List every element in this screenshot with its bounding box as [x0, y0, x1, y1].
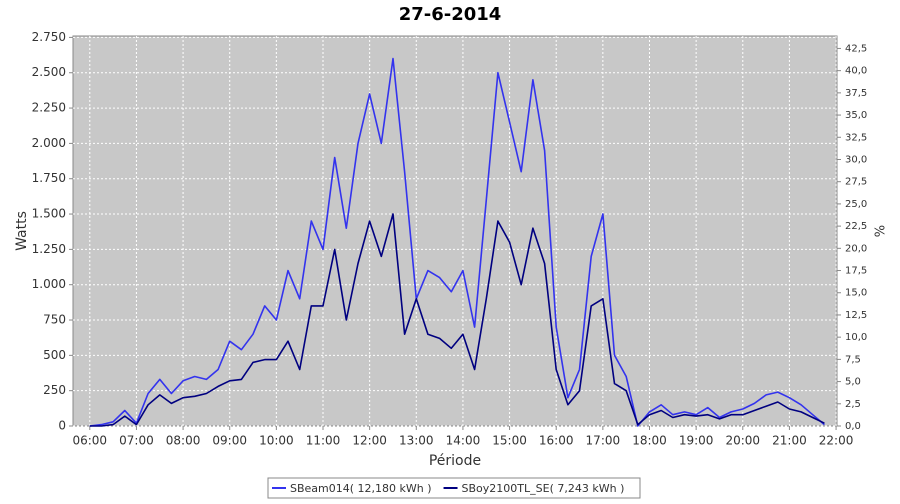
- plot-area: [72, 35, 838, 427]
- y2-tick-label: 35,0: [845, 110, 867, 121]
- y2-tick-label: 7,5: [845, 354, 861, 365]
- y2-tick-label: 42,5: [845, 43, 867, 54]
- y-tick-label: 500: [43, 348, 66, 362]
- x-tick-label: 20:00: [725, 434, 760, 448]
- legend-label: SBoy2100TL_SE( 7,243 kWh ): [462, 482, 625, 495]
- x-tick-label: 08:00: [166, 434, 201, 448]
- y2-tick-label: 5,0: [845, 377, 861, 388]
- x-axis-label: Période: [429, 453, 481, 469]
- y2-tick-label: 37,5: [845, 88, 867, 99]
- y2-tick-label: 32,5: [845, 132, 867, 143]
- legend-label: SBeam014( 12,180 kWh ): [290, 482, 432, 495]
- y2-tick-label: 25,0: [845, 199, 867, 210]
- y2-tick-label: 27,5: [845, 177, 867, 188]
- y-tick-label: 2.250: [32, 101, 66, 115]
- x-tick-label: 06:00: [72, 434, 107, 448]
- y2-tick-label: 0,0: [845, 421, 861, 432]
- y-tick-label: 2.750: [32, 30, 66, 44]
- y2-tick-label: 15,0: [845, 288, 867, 299]
- y-tick-label: 250: [43, 383, 66, 397]
- x-tick-label: 12:00: [352, 434, 387, 448]
- x-tick-label: 21:00: [772, 434, 807, 448]
- y2-tick-label: 2,5: [845, 399, 861, 410]
- x-tick-label: 14:00: [446, 434, 481, 448]
- chart-title: 27-6-2014: [399, 4, 502, 25]
- y-tick-label: 750: [43, 313, 66, 327]
- y2-tick-label: 17,5: [845, 266, 867, 277]
- y2-tick-label: 30,0: [845, 154, 867, 165]
- x-tick-label: 16:00: [539, 434, 574, 448]
- y-tick-label: 2.000: [32, 136, 66, 150]
- y-tick-label: 1.000: [32, 277, 66, 291]
- y-tick-label: 0: [58, 419, 66, 433]
- y2-axis-label: %: [874, 225, 889, 237]
- y-axis-label: Watts: [14, 211, 30, 251]
- x-tick-label: 19:00: [679, 434, 714, 448]
- series-line: [89, 213, 825, 427]
- x-tick-label: 15:00: [492, 434, 527, 448]
- series-line: [89, 57, 825, 427]
- y-tick-label: 1.750: [32, 171, 66, 185]
- x-tick-label: 18:00: [632, 434, 667, 448]
- y-tick-label: 2.500: [32, 65, 66, 79]
- x-tick-label: 11:00: [306, 434, 341, 448]
- x-tick-label: 09:00: [212, 434, 247, 448]
- y-tick-label: 1.250: [32, 242, 66, 256]
- y2-tick-label: 22,5: [845, 221, 867, 232]
- x-tick-label: 13:00: [399, 434, 434, 448]
- x-tick-label: 22:00: [819, 434, 854, 448]
- x-tick-label: 07:00: [119, 434, 154, 448]
- y2-tick-label: 20,0: [845, 243, 867, 254]
- x-tick-label: 10:00: [259, 434, 294, 448]
- y2-tick-label: 12,5: [845, 310, 867, 321]
- y2-tick-label: 10,0: [845, 332, 867, 343]
- y2-tick-label: 40,0: [845, 66, 867, 77]
- y-tick-label: 1.500: [32, 207, 66, 221]
- x-tick-label: 17:00: [586, 434, 621, 448]
